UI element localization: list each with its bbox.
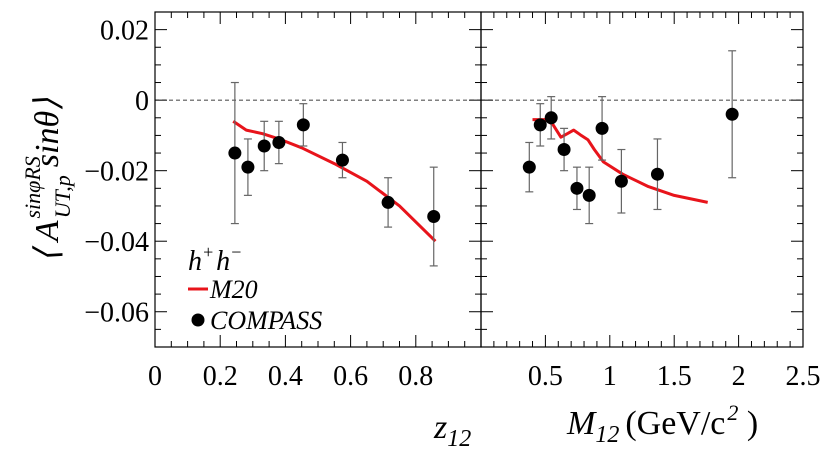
- right-series-line-m20: [532, 118, 709, 204]
- left-data-point: [427, 210, 441, 224]
- right-data-point: [533, 118, 547, 132]
- right-data-point: [557, 143, 571, 157]
- y-tick-label: −0.06: [84, 298, 149, 329]
- right-data-point: [522, 160, 536, 174]
- right-data-point: [725, 107, 739, 121]
- y-tick-label: 0.02: [100, 16, 149, 47]
- left-data-point: [381, 195, 395, 209]
- right-x-tick-label: 2.5: [786, 361, 821, 392]
- legend-points-label: COMPASS: [210, 306, 322, 335]
- left-data-point: [228, 146, 242, 160]
- right-x-title-main: M: [566, 405, 597, 442]
- right-x-title-unit-end: ): [738, 405, 758, 442]
- right-x-tick-label: 1: [603, 361, 617, 392]
- left-data-point: [257, 139, 271, 153]
- right-data-point: [570, 181, 584, 195]
- left-x-axis-title: z12: [433, 409, 471, 452]
- left-data-point: [335, 153, 349, 167]
- right-data-point: [582, 188, 596, 202]
- right-x-title-sub: 12: [595, 422, 619, 448]
- right-data-point: [595, 121, 609, 135]
- left-x-title-main: z: [433, 409, 447, 446]
- right-x-tick-label: 0.5: [528, 361, 563, 392]
- left-x-tick-label: 0.4: [268, 361, 303, 392]
- y-title-main: A: [29, 220, 66, 243]
- y-tick-label: 0: [135, 86, 149, 117]
- right-data-marks: [522, 50, 739, 225]
- y-title-tail: sinθ: [29, 111, 66, 167]
- legend-line-label: M20: [209, 275, 258, 304]
- right-axis-ticks: 0.5 1 1.5 2 2.5: [480, 11, 821, 392]
- y-axis-title: ⟨ AsinφRS UT,p sinθ⟩: [20, 98, 75, 263]
- y-title-sub: UT,p: [50, 175, 75, 218]
- right-x-axis-title: M12 (GeV/c2 ): [566, 400, 758, 448]
- right-data-point: [614, 174, 628, 188]
- left-x-tick-label: 0.6: [333, 361, 368, 392]
- legend: h+h− M20 COMPASS: [188, 242, 322, 335]
- right-panel-frame: [480, 11, 804, 348]
- left-data-point: [296, 118, 310, 132]
- y-tick-label: −0.04: [84, 227, 149, 258]
- right-x-tick-label: 1.5: [657, 361, 692, 392]
- left-x-tick-label: 0.8: [398, 361, 433, 392]
- right-x-title-unit: (GeV/c: [625, 405, 725, 442]
- y-title-sup: sinφRS: [20, 156, 45, 218]
- left-data-point: [241, 160, 255, 174]
- y-angle-left: ⟨: [29, 241, 66, 262]
- right-data-point: [544, 111, 558, 125]
- right-x-title-unit-sup: 2: [727, 400, 738, 425]
- left-x-tick-label: 0: [148, 361, 162, 392]
- left-x-tick-label: 0.2: [203, 361, 238, 392]
- left-series-line-m20: [232, 120, 437, 243]
- right-x-tick-label: 2: [732, 361, 746, 392]
- legend-header: h+h−: [188, 242, 242, 277]
- y-angle-right: ⟩: [29, 98, 66, 111]
- right-data-point: [650, 167, 664, 181]
- legend-point-swatch: [191, 313, 205, 327]
- left-panel-frame: [154, 11, 482, 348]
- left-axis-ticks: 0 0.2 0.4 0.6 0.8 0.02 0 −0.02 −0.04 −0.06: [84, 11, 482, 392]
- left-data-marks: [228, 81, 441, 267]
- left-data-point: [272, 135, 286, 149]
- y-tick-label: −0.02: [84, 157, 149, 188]
- left-x-title-sub: 12: [447, 426, 471, 452]
